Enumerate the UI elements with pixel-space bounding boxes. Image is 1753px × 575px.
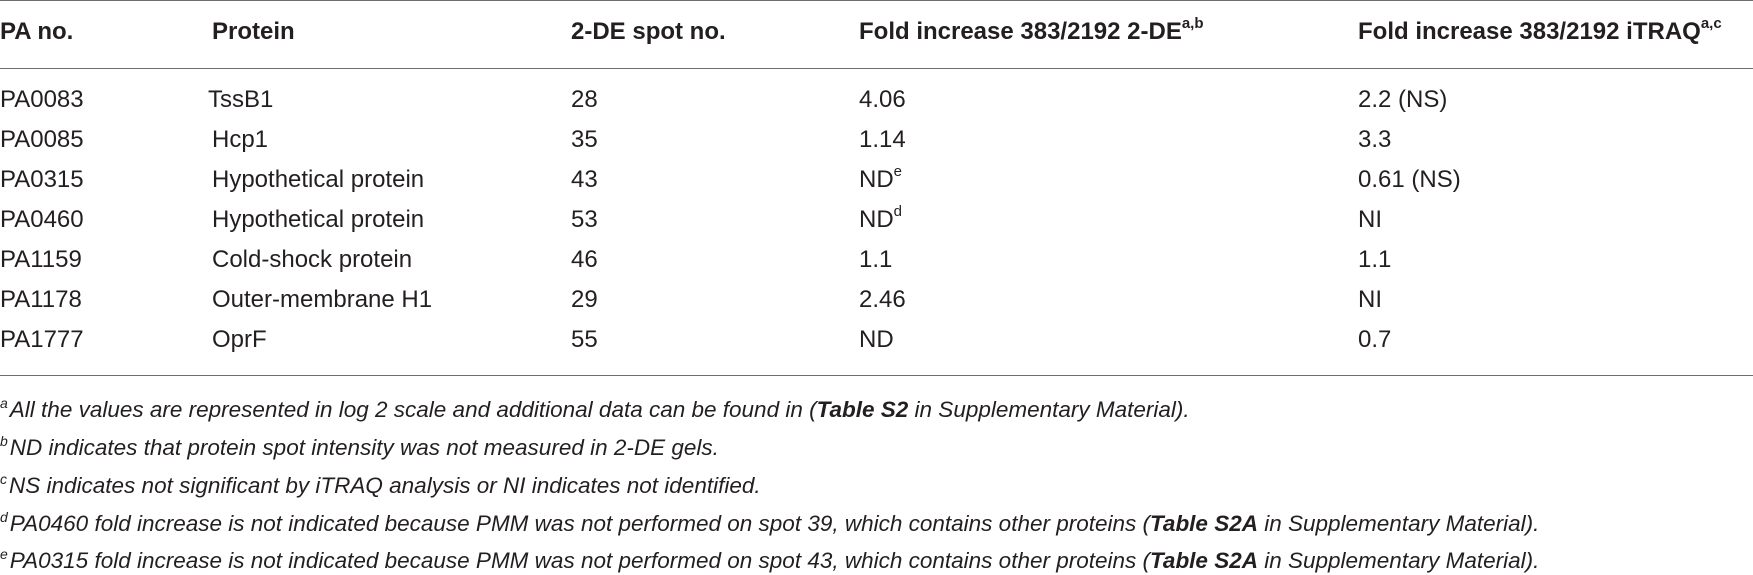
table-row-3-protein: Hypothetical protein: [212, 166, 425, 193]
footnote-a-text-post: in Supplementary Material).: [908, 397, 1190, 422]
footnote-e-table-ref[interactable]: Table S2A: [1150, 548, 1258, 573]
table-row-1-pa: PA0083: [0, 86, 84, 113]
header-fold-2de-label: Fold increase 383/2192 2-DE: [859, 18, 1182, 45]
table-row-6-pa: PA1178: [0, 286, 82, 313]
footnote-a-text-pre: All the values are represented in log 2 …: [9, 397, 817, 422]
footnote-e: ePA0315 fold increase is not indicated b…: [0, 545, 1540, 574]
table-row-6-protein: Outer-membrane H1: [212, 286, 433, 313]
footnote-b-text: ND indicates that protein spot intensity…: [9, 435, 719, 460]
header-fold-itraq: Fold increase 383/2192 iTRAQa,c: [1358, 15, 1722, 46]
table-top-rule: [0, 0, 1753, 1]
table-row-7-fold-itraq: 0.7: [1358, 326, 1392, 353]
table-row-6-spot: 29: [571, 286, 598, 313]
table-row-3-fold-2de-mark: e: [893, 163, 903, 180]
footnote-c: cNS indicates not significant by iTRAQ a…: [0, 470, 761, 499]
table-row-4-fold-2de-value: ND: [859, 206, 894, 233]
table-row-5-protein: Cold-shock protein: [212, 246, 413, 273]
table-row-7-spot: 55: [571, 326, 598, 353]
footnote-d: dPA0460 fold increase is not indicated b…: [0, 508, 1540, 537]
table-row-2-protein: Hcp1: [212, 126, 269, 153]
footnote-c-mark: c: [0, 470, 7, 487]
footnote-e-text-pre: PA0315 fold increase is not indicated be…: [9, 548, 1151, 573]
table-row-4-fold-2de: NDd: [859, 203, 903, 234]
table-row-5-fold-2de-value: 1.1: [859, 246, 893, 273]
table-bottom-rule: [0, 375, 1753, 376]
table-row-1-fold-2de: 4.06: [859, 86, 906, 114]
table-row-2-pa: PA0085: [0, 126, 84, 153]
table-row-7-protein: OprF: [212, 326, 267, 353]
table-row-4-spot: 53: [571, 206, 598, 233]
table-row-3-fold-2de-value: ND: [859, 166, 894, 193]
table-row-7-fold-2de: ND: [859, 326, 894, 354]
table-row-2-fold-2de-value: 1.14: [859, 126, 906, 153]
table-row-5-pa: PA1159: [0, 246, 82, 273]
footnote-d-table-ref[interactable]: Table S2A: [1150, 511, 1258, 536]
table-row-5-fold-2de: 1.1: [859, 246, 892, 274]
header-pa-no: PA no.: [0, 18, 74, 45]
table-row-3-pa: PA0315: [0, 166, 84, 193]
table-row-2-fold-itraq: 3.3: [1358, 126, 1392, 153]
header-fold-2de: Fold increase 383/2192 2-DEa,b: [859, 15, 1204, 46]
table-row-3-fold-itraq: 0.61 (NS): [1358, 166, 1461, 193]
table-row-7-pa: PA1777: [0, 326, 84, 353]
footnote-d-text-pre: PA0460 fold increase is not indicated be…: [9, 511, 1151, 536]
footnote-c-text: NS indicates not significant by iTRAQ an…: [9, 473, 761, 498]
footnote-e-mark: e: [0, 545, 8, 562]
table-row-5-spot: 46: [571, 246, 598, 273]
header-fold-itraq-footnote-mark: a,c: [1700, 15, 1722, 32]
table-row-3-spot: 43: [571, 166, 598, 193]
table-row-4-protein: Hypothetical protein: [212, 206, 425, 233]
table-header-rule: [0, 68, 1753, 69]
footnote-e-text-post: in Supplementary Material).: [1257, 548, 1540, 573]
footnote-a-mark: a: [0, 394, 8, 411]
table-row-5-fold-itraq: 1.1: [1358, 246, 1392, 273]
table-row-6-fold-itraq: NI: [1358, 286, 1382, 313]
footnote-d-mark: d: [0, 508, 8, 525]
table-row-4-pa: PA0460: [0, 206, 84, 233]
table-row-2-fold-2de: 1.14: [859, 126, 906, 154]
table-row-2-spot: 35: [571, 126, 598, 153]
table-row-1-fold-2de-value: 4.06: [859, 86, 906, 113]
footnote-a-table-ref[interactable]: Table S2: [816, 397, 909, 422]
table-row-7-fold-2de-value: ND: [859, 326, 894, 353]
table-row-1-protein: TssB1: [208, 86, 274, 113]
table-row-1-fold-itraq: 2.2 (NS): [1358, 86, 1448, 113]
footnote-b-mark: b: [0, 432, 8, 449]
table-row-3-fold-2de: NDe: [859, 163, 903, 194]
header-protein: Protein: [212, 18, 295, 45]
footnote-b: bND indicates that protein spot intensit…: [0, 432, 719, 461]
table-row-4-fold-2de-mark: d: [893, 203, 903, 220]
header-spot-no: 2-DE spot no.: [571, 18, 726, 45]
table-row-1-spot: 28: [571, 86, 598, 113]
header-fold-itraq-label: Fold increase 383/2192 iTRAQ: [1358, 18, 1701, 45]
footnote-d-text-post: in Supplementary Material).: [1257, 511, 1540, 536]
footnote-a: aAll the values are represented in log 2…: [0, 394, 1190, 423]
table-row-4-fold-itraq: NI: [1358, 206, 1382, 233]
header-fold-2de-footnote-mark: a,b: [1181, 15, 1204, 32]
table-row-6-fold-2de-value: 2.46: [859, 286, 906, 313]
table-row-6-fold-2de: 2.46: [859, 286, 906, 314]
